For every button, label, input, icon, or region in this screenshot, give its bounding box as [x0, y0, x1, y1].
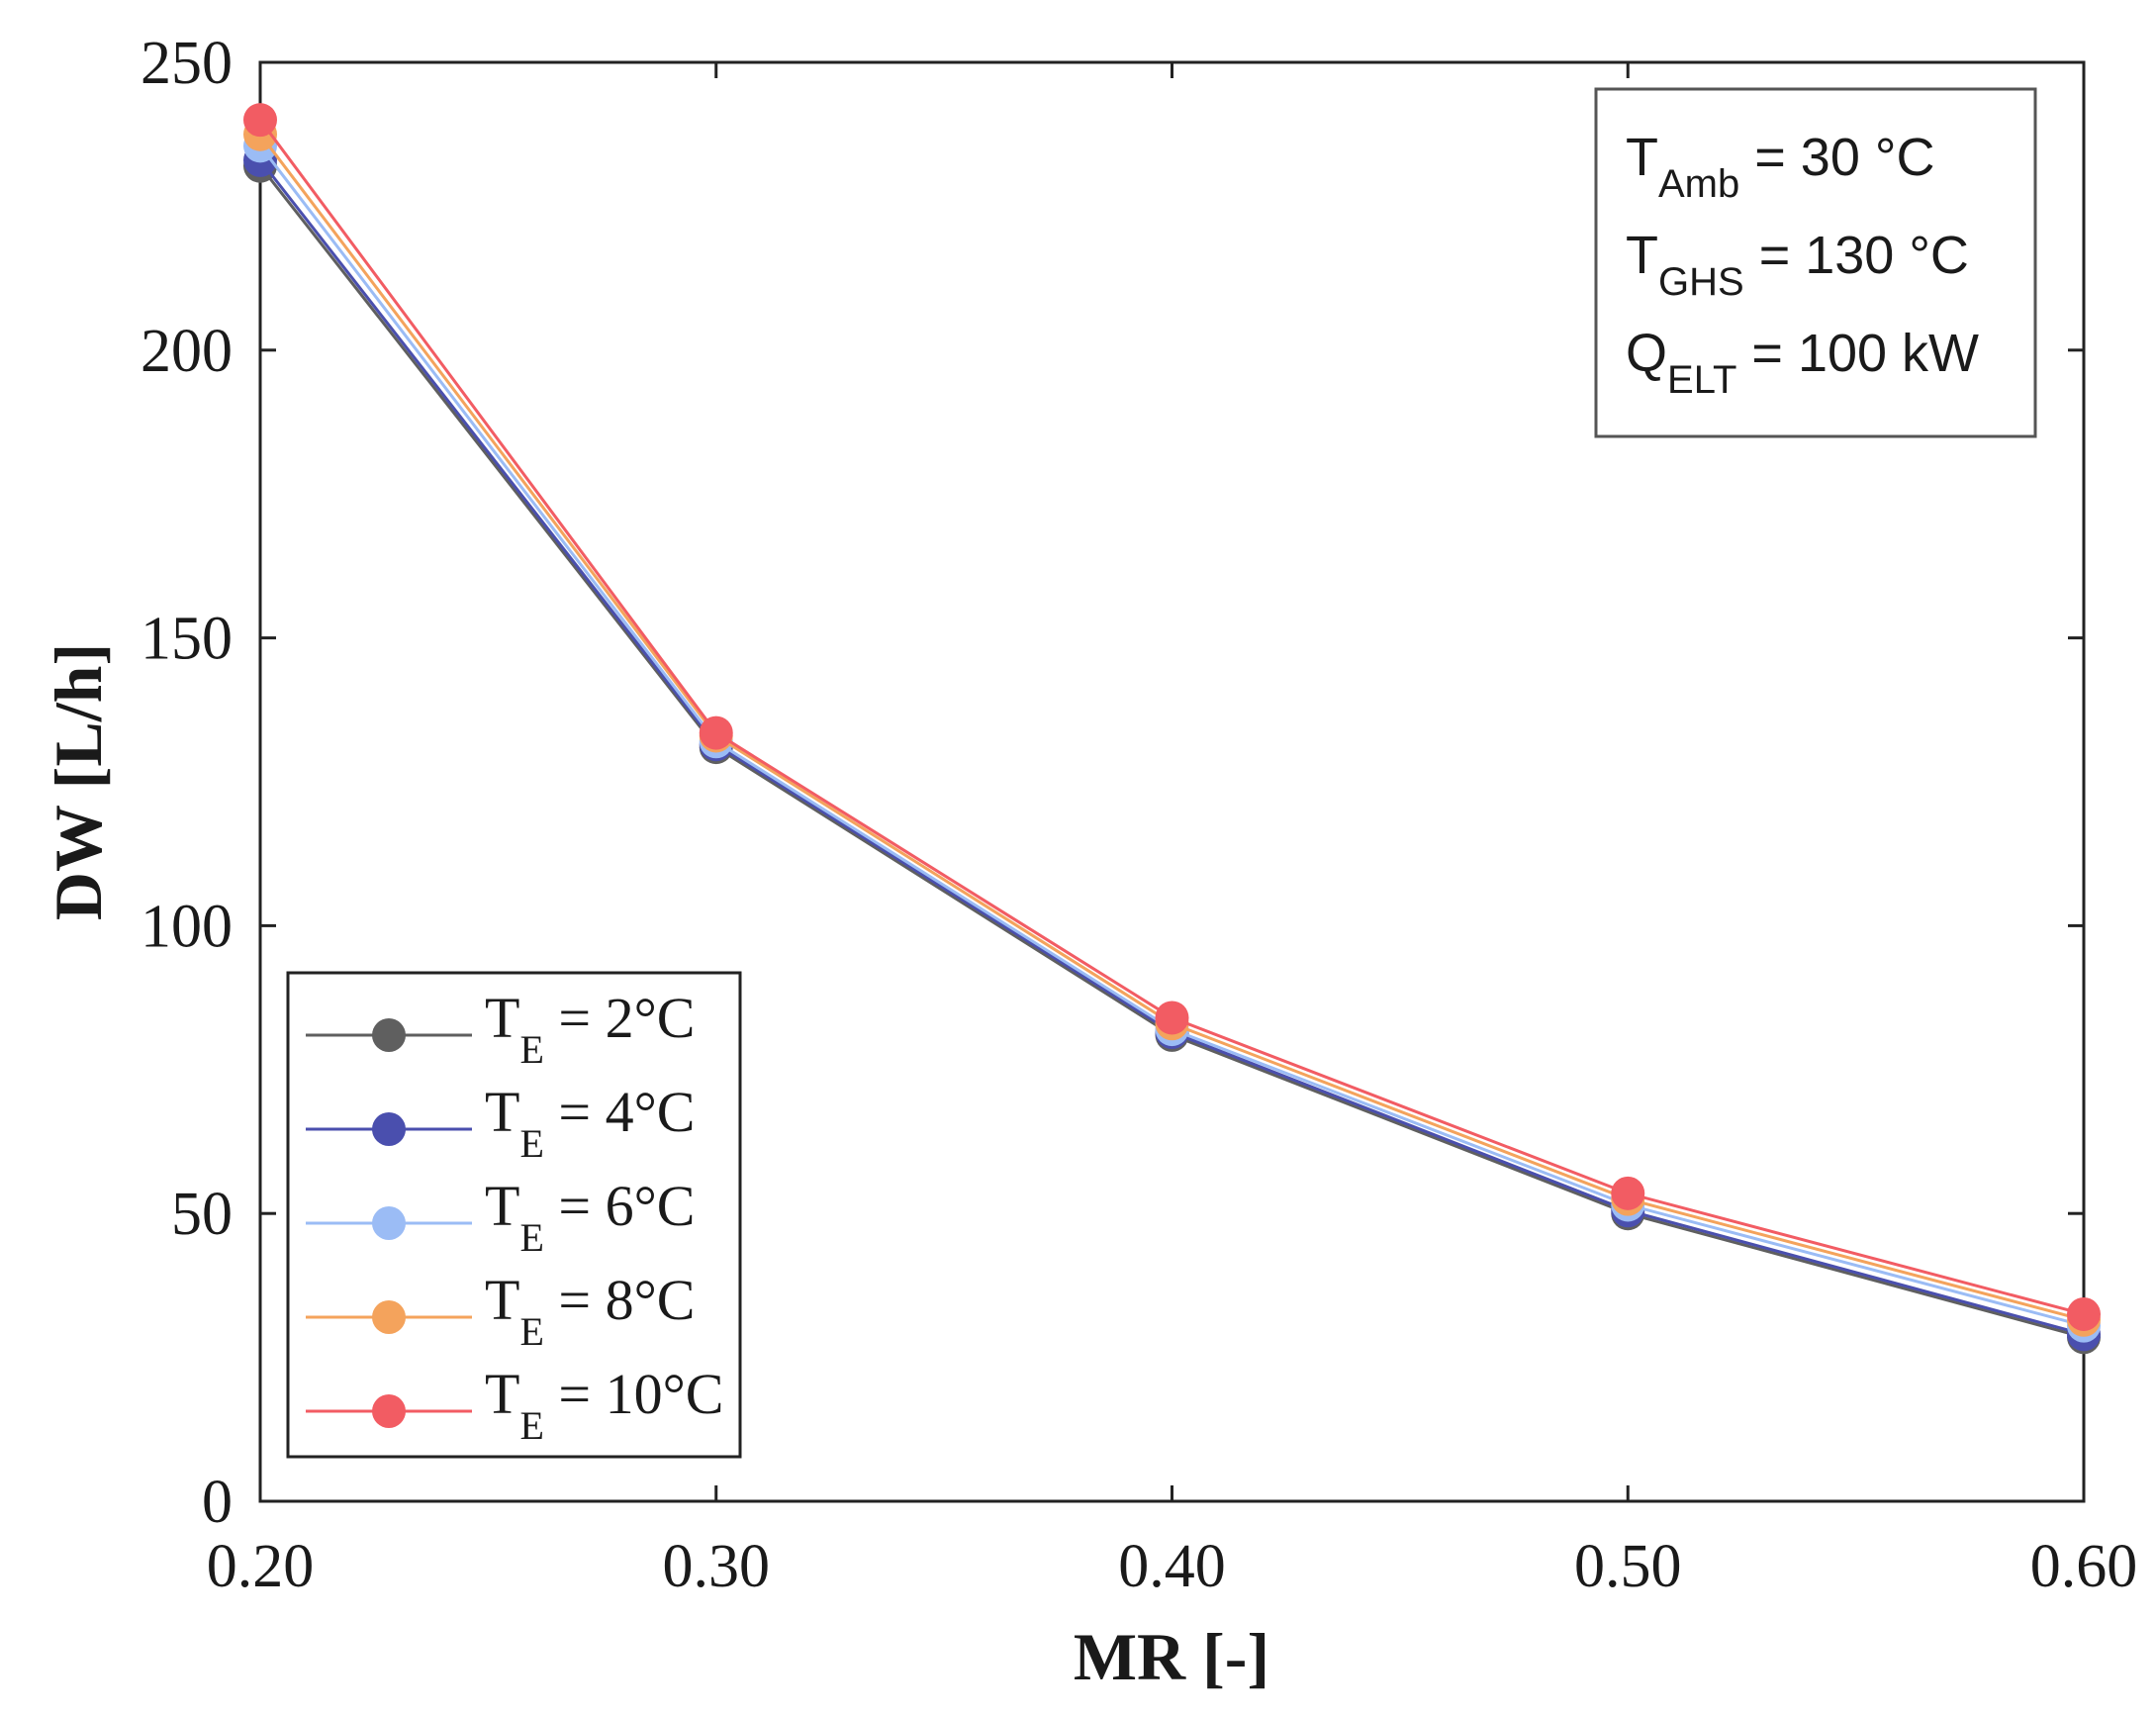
x-tick-label: 0.30: [663, 1533, 771, 1600]
legend-marker: [372, 1300, 406, 1334]
data-point: [2067, 1296, 2101, 1331]
legend-marker: [372, 1206, 406, 1240]
data-point: [1155, 1001, 1189, 1035]
annotation-box: TAmb = 30 °C TGHS = 130 °C QELT = 100 kW: [1594, 87, 2037, 438]
y-tick-label: 250: [141, 30, 233, 97]
x-axis-ticks: 0.20 0.30 0.40 0.50 0.60: [207, 62, 2138, 1600]
legend-label: TE = 4°C: [485, 1080, 695, 1166]
legend-item: TE = 2°C: [306, 986, 695, 1072]
annotation-line: TAmb = 30 °C: [1626, 128, 1934, 206]
y-tick-label: 50: [171, 1181, 233, 1248]
legend-item: TE = 10°C: [306, 1362, 723, 1448]
y-tick-label: 150: [141, 606, 233, 673]
legend-label: TE = 2°C: [485, 986, 695, 1072]
series-5: [243, 103, 2101, 1331]
legend-item: TE = 6°C: [306, 1174, 695, 1260]
annotation-lines: TAmb = 30 °C TGHS = 130 °C QELT = 100 kW: [1626, 128, 1979, 402]
annotation-line: TGHS = 130 °C: [1626, 226, 1969, 304]
data-point: [243, 103, 277, 138]
x-tick-label: 0.60: [2030, 1533, 2138, 1600]
annotation-frame: [1594, 87, 2037, 438]
y-tick-label: 200: [141, 318, 233, 385]
data-point: [1611, 1176, 1645, 1210]
legend-marker: [372, 1394, 406, 1428]
legend-label: TE = 6°C: [485, 1174, 695, 1260]
legend-label: TE = 10°C: [485, 1362, 723, 1448]
x-tick-label: 0.20: [207, 1533, 315, 1600]
legend-item: TE = 4°C: [306, 1080, 695, 1166]
data-point: [699, 715, 733, 750]
legend-marker: [372, 1112, 406, 1146]
annotation-line: QELT = 100 kW: [1626, 324, 1979, 402]
legend-marker: [372, 1018, 406, 1052]
y-tick-label: 100: [141, 893, 233, 960]
legend-items: TE = 2°CTE = 4°CTE = 6°CTE = 8°CTE = 10°…: [306, 986, 723, 1448]
y-axis-title: DW [L/h]: [41, 643, 116, 920]
x-axis-title: MR [-]: [1074, 1619, 1269, 1694]
y-axis-ticks: 0 50 100 150 200 250: [141, 30, 2084, 1536]
series-layer: [243, 103, 2101, 1355]
x-tick-label: 0.50: [1574, 1533, 1682, 1600]
y-tick-label: 0: [202, 1469, 233, 1536]
x-tick-label: 0.40: [1118, 1533, 1226, 1600]
legend-label: TE = 8°C: [485, 1268, 695, 1354]
legend-box: [286, 971, 742, 1459]
legend: TE = 2°CTE = 4°CTE = 6°CTE = 8°CTE = 10°…: [286, 971, 742, 1459]
legend-item: TE = 8°C: [306, 1268, 695, 1354]
